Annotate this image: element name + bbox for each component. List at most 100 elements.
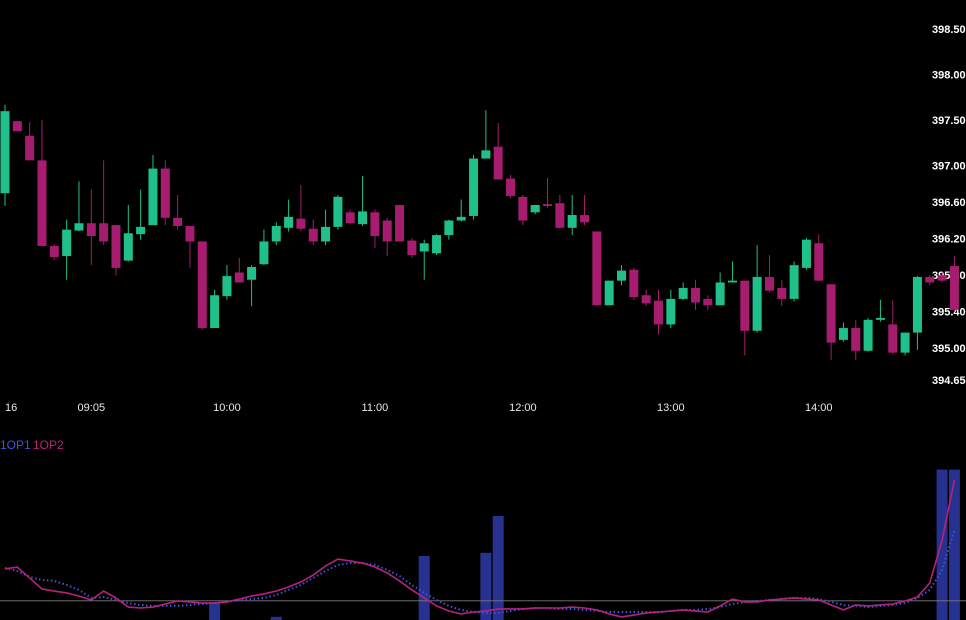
candle-body xyxy=(419,243,429,252)
legend-entry: 1OP2 xyxy=(33,438,64,452)
y-tick-label: 397.50 xyxy=(932,115,966,127)
candle-body xyxy=(0,111,10,194)
candle-body xyxy=(234,272,244,283)
candle-body xyxy=(456,216,466,221)
candle-body xyxy=(777,287,787,299)
y-tick-label: 395.80 xyxy=(932,270,966,282)
candle-body xyxy=(370,212,380,237)
histogram-bar xyxy=(418,556,430,620)
y-tick-label: 396.60 xyxy=(932,197,966,209)
legend: 1OP1 1OP2 xyxy=(0,438,64,452)
x-tick-label: 09:05 xyxy=(78,402,106,414)
candle-body xyxy=(937,275,947,281)
y-tick-label: 397.00 xyxy=(932,161,966,173)
histogram-bar xyxy=(492,516,504,620)
candle-body xyxy=(86,223,96,237)
candle-body xyxy=(481,150,491,159)
y-tick-label: 394.65 xyxy=(932,375,966,387)
candle-body xyxy=(148,168,158,226)
series-line xyxy=(4,479,956,618)
y-tick-label: 396.20 xyxy=(932,234,966,246)
candle-body xyxy=(617,270,626,281)
candle-body xyxy=(789,265,799,299)
y-tick-label: 398.50 xyxy=(932,24,966,36)
candle-body xyxy=(567,215,577,228)
legend-entry: 1OP1 xyxy=(0,438,31,452)
y-tick-label: 395.00 xyxy=(932,343,966,355)
candle-body xyxy=(432,235,442,254)
candle-body xyxy=(506,178,516,196)
candle-body xyxy=(111,225,121,268)
candle-body xyxy=(678,287,688,299)
candle-body xyxy=(74,223,84,231)
x-tick-label: 10:00 xyxy=(213,402,241,414)
histogram-bar xyxy=(936,469,948,620)
candle-body xyxy=(653,300,663,325)
candle-body xyxy=(912,277,922,333)
candle-body xyxy=(308,228,318,242)
candle-body xyxy=(740,280,750,331)
candle-body xyxy=(407,240,417,256)
candle-body xyxy=(641,295,651,304)
histogram-bar xyxy=(209,602,221,620)
candle-body xyxy=(469,158,479,216)
series-line xyxy=(4,529,956,614)
candle-body xyxy=(37,160,47,247)
candle-body xyxy=(900,332,910,353)
candle-body xyxy=(25,135,35,161)
candle-body xyxy=(592,231,602,306)
candle-body xyxy=(604,280,614,306)
x-tick-label: 12:00 xyxy=(509,402,537,414)
y-tick-label: 395.40 xyxy=(932,306,966,318)
candle-body xyxy=(173,217,183,226)
x-tick-label: 14:00 xyxy=(805,402,833,414)
histogram-bar xyxy=(480,552,492,620)
candle-body xyxy=(333,196,343,227)
x-tick-label: 16 xyxy=(5,402,17,414)
candle-body xyxy=(851,328,861,351)
candle-body xyxy=(321,226,331,242)
candle-body xyxy=(875,318,885,320)
candle-body xyxy=(752,277,762,331)
candle-body xyxy=(826,284,836,343)
candle-body xyxy=(666,298,676,325)
candle-body xyxy=(764,277,774,291)
y-tick-label: 398.00 xyxy=(932,70,966,82)
candle-body xyxy=(925,277,935,283)
candle-body xyxy=(12,121,22,132)
candle-body xyxy=(259,241,269,265)
candle-body xyxy=(518,196,528,221)
candle-body xyxy=(543,204,553,206)
candle-body xyxy=(382,220,392,242)
candle-body xyxy=(62,229,72,257)
candle-body xyxy=(863,319,873,351)
candle-body xyxy=(888,324,898,353)
candle-body xyxy=(580,215,590,223)
candle-body xyxy=(49,246,59,257)
candle-body xyxy=(160,168,170,218)
candle-body xyxy=(345,212,355,224)
candle-body xyxy=(838,328,848,340)
candle-body xyxy=(296,218,306,229)
candle-body xyxy=(493,146,503,180)
candle-body xyxy=(949,266,959,310)
candle-body xyxy=(222,276,232,297)
candle-body xyxy=(123,233,133,261)
histogram-bar xyxy=(270,616,282,620)
x-tick-label: 11:00 xyxy=(362,402,389,414)
candle-body xyxy=(358,211,368,225)
candle-body xyxy=(197,241,207,329)
candle-body xyxy=(271,225,281,242)
candle-body xyxy=(703,298,713,306)
candle-body xyxy=(727,280,737,283)
candle-body xyxy=(801,239,811,268)
x-tick-label: 13:00 xyxy=(657,402,685,414)
candle-body xyxy=(690,287,700,303)
candle-body xyxy=(555,203,565,228)
candle-body xyxy=(210,295,220,329)
candle-body xyxy=(247,266,257,280)
candle-body xyxy=(530,205,540,213)
candle-body xyxy=(284,216,294,228)
